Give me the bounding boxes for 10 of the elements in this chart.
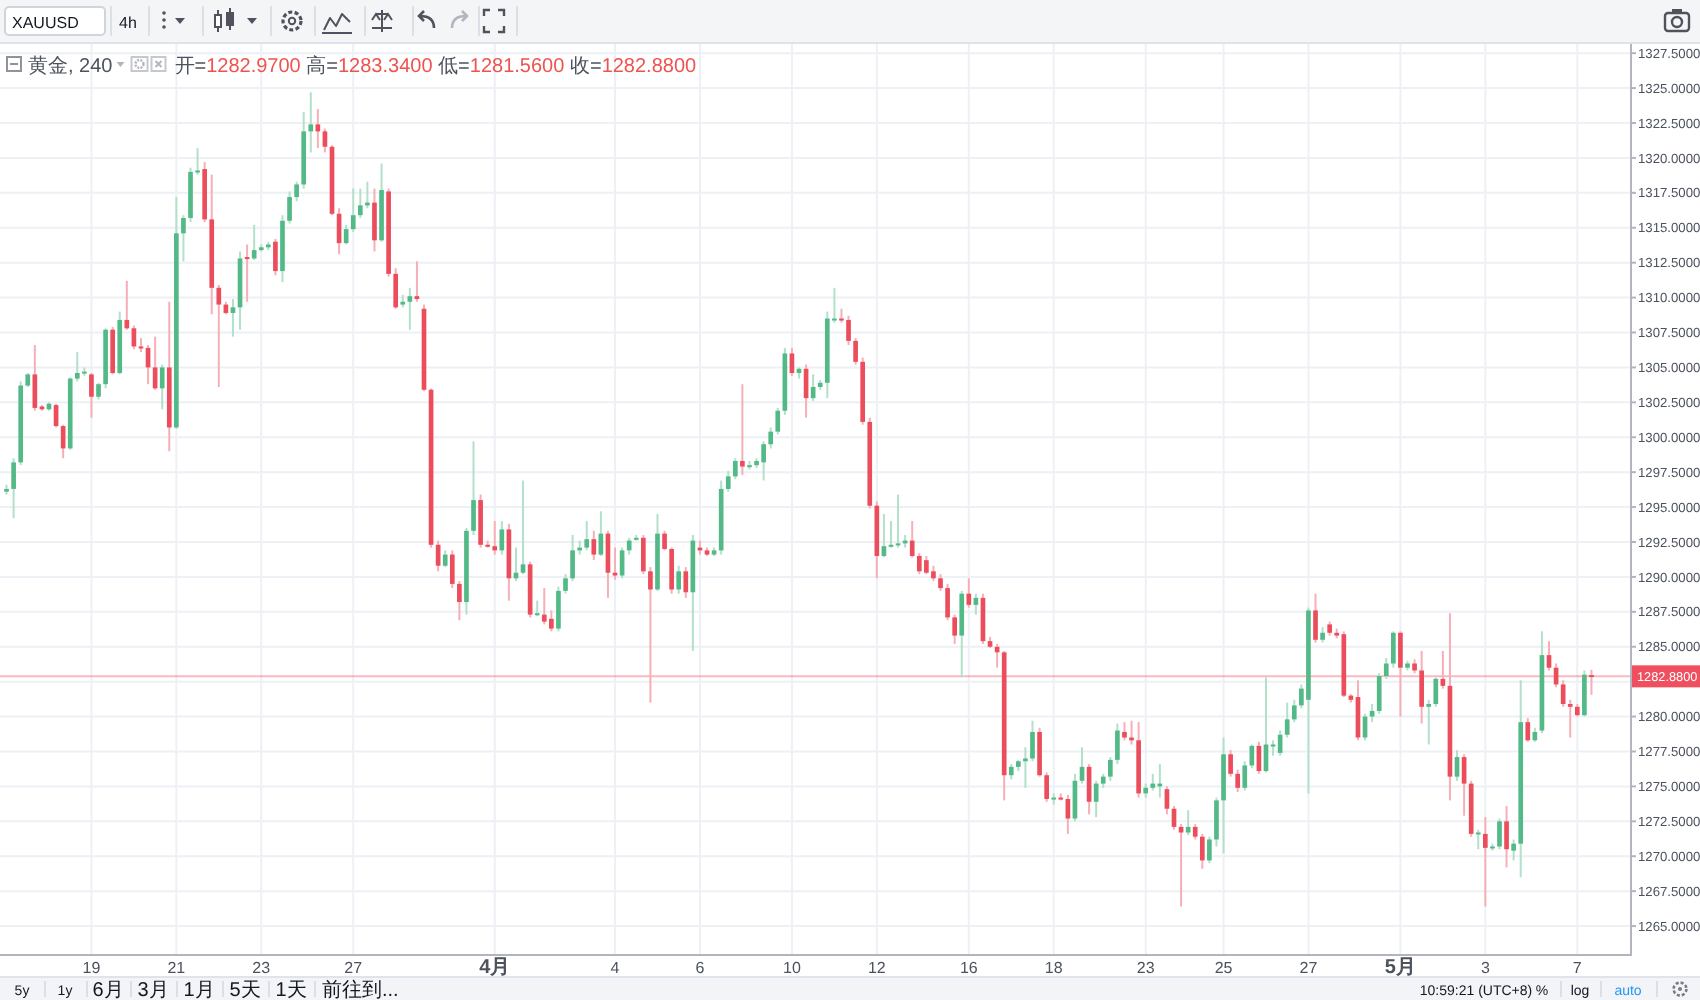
annotation: XAUUSD <box>12 14 79 32</box>
annotation: 1天 <box>275 980 307 1000</box>
subtitle: 开=1282.9700 高=1283.3400 低=1281.5600 收=1282.8800 <box>174 56 697 78</box>
title: 黄金, 240 <box>28 56 113 78</box>
annotation: 3月 <box>137 980 169 1000</box>
annotation: 前往到... <box>322 980 399 1000</box>
annotation: 5天 <box>229 980 261 1000</box>
annotation: 1月 <box>183 980 215 1000</box>
annotation: 6月 <box>92 980 124 1000</box>
annotation: 4h <box>119 14 137 32</box>
